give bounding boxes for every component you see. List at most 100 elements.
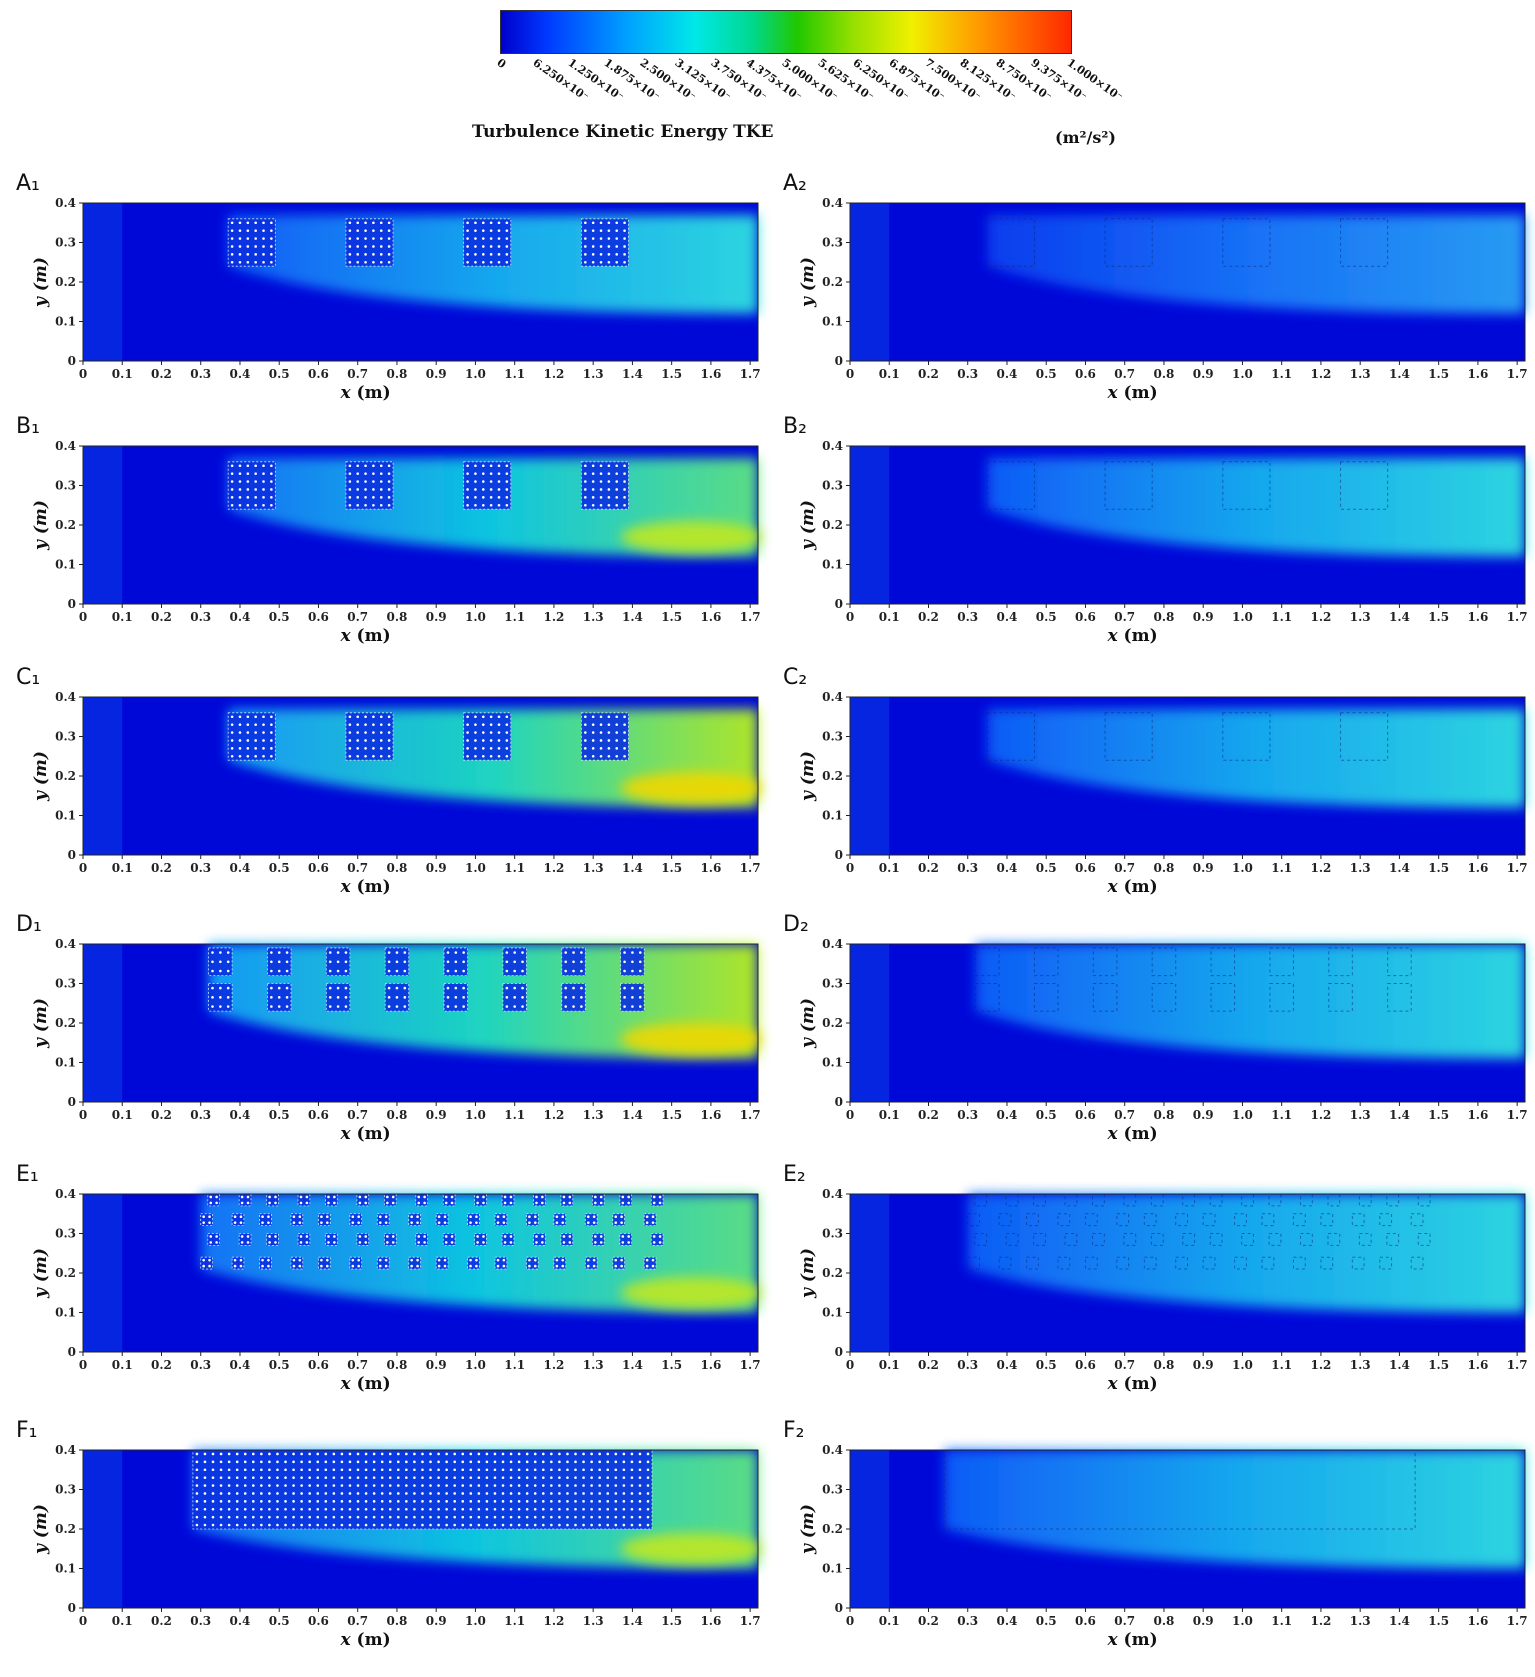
stem-marker — [615, 739, 619, 742]
stem-marker — [333, 1195, 336, 1199]
stem-marker — [276, 1507, 279, 1511]
stem-marker — [574, 1492, 577, 1495]
stem-marker — [356, 754, 360, 758]
stem-marker — [631, 996, 634, 999]
stem-marker — [505, 739, 509, 742]
stem-marker — [566, 1515, 569, 1519]
stem-marker — [230, 253, 234, 256]
stem-marker — [260, 1507, 263, 1511]
stem-marker — [208, 1215, 211, 1219]
stem-marker — [276, 1500, 279, 1503]
stem-marker — [219, 996, 222, 999]
stem-marker — [348, 221, 352, 225]
stem-marker — [582, 1484, 585, 1487]
stem-marker — [251, 1523, 255, 1527]
stem-marker — [591, 754, 595, 758]
stem-marker — [489, 496, 493, 499]
stem-marker — [325, 1258, 329, 1262]
stem-marker — [630, 1507, 634, 1511]
stem-marker — [646, 1515, 650, 1519]
panel-label: E₁ — [16, 1162, 39, 1187]
stem-marker — [292, 1460, 295, 1464]
stem-marker — [267, 1258, 270, 1262]
stem-marker — [364, 1476, 368, 1479]
stem-marker — [599, 1241, 603, 1244]
stem-marker — [607, 754, 611, 758]
y-tick-label: 0.4 — [822, 937, 843, 951]
stem-marker — [475, 1264, 478, 1268]
y-tick-label: 0.4 — [822, 439, 843, 453]
stem-marker — [574, 1484, 577, 1487]
stem-marker — [364, 229, 367, 232]
x-tick-label: 1.4 — [622, 1358, 643, 1372]
stem-marker — [260, 1515, 263, 1519]
stem-marker — [240, 1235, 244, 1238]
stem-marker — [348, 1507, 352, 1511]
stem-marker — [489, 260, 493, 264]
x-tick-label: 1.3 — [583, 367, 604, 381]
x-tick-label: 1.5 — [1428, 1358, 1449, 1372]
stem-marker — [586, 1215, 590, 1219]
stem-marker — [364, 472, 367, 475]
stem-marker — [505, 731, 509, 734]
stem-marker — [437, 1452, 440, 1456]
stem-marker — [246, 731, 250, 734]
stem-marker — [517, 1500, 521, 1503]
stem-marker — [235, 1500, 239, 1503]
stem-marker — [503, 1235, 507, 1238]
x-axis-label: x (m) — [1108, 1630, 1158, 1650]
x-axis-label: x (m) — [341, 1630, 391, 1650]
stem-marker — [391, 1195, 395, 1199]
stem-marker — [246, 496, 250, 499]
vegetation-patch — [227, 218, 276, 267]
stem-marker — [645, 1215, 649, 1219]
stem-marker — [332, 1468, 336, 1472]
y-tick-label: 0.2 — [822, 518, 843, 532]
x-axis-unit: (m) — [1117, 1630, 1158, 1650]
stem-marker — [305, 1201, 309, 1205]
stem-marker — [305, 1235, 309, 1238]
vegetation-patch — [1033, 947, 1059, 977]
stem-marker — [461, 1515, 465, 1519]
x-axis-label: x (m) — [1108, 1124, 1158, 1144]
stem-marker — [497, 715, 501, 719]
x-tick-label: 0.1 — [112, 367, 133, 381]
stem-marker — [348, 237, 352, 240]
stem-marker — [558, 1452, 561, 1456]
stem-marker — [474, 715, 477, 719]
vegetation-patch — [1092, 947, 1118, 977]
stem-marker — [541, 1484, 545, 1487]
stem-marker — [477, 1492, 481, 1495]
stem-marker — [599, 245, 603, 248]
stem-marker — [598, 1460, 601, 1464]
stem-marker — [582, 1460, 585, 1464]
stem-marker — [238, 245, 242, 248]
x-axis-label: x (m) — [341, 1374, 391, 1394]
stem-marker — [274, 1241, 277, 1244]
stem-marker — [469, 1515, 473, 1519]
stem-marker — [453, 1492, 456, 1495]
stem-marker — [568, 1241, 572, 1244]
stem-marker — [387, 488, 391, 491]
stem-marker — [324, 1468, 328, 1472]
stem-marker — [203, 1500, 207, 1503]
stem-marker — [591, 472, 595, 475]
stem-marker — [462, 1005, 465, 1008]
stem-marker — [429, 1476, 432, 1479]
stem-marker — [591, 496, 595, 499]
stem-marker — [246, 237, 250, 240]
panel-label: A₁ — [16, 171, 40, 196]
stem-marker — [239, 1264, 243, 1268]
stem-marker — [284, 1468, 287, 1472]
x-tick-label: 0.9 — [1193, 367, 1214, 381]
stem-marker — [300, 1492, 303, 1495]
stem-marker — [533, 1507, 537, 1511]
y-tick-label: 0 — [68, 1095, 76, 1109]
stem-marker — [614, 1468, 618, 1472]
vegetation-patch — [227, 461, 276, 510]
x-tick-label: 1.7 — [1507, 610, 1528, 624]
x-tick-label: 0.6 — [308, 1614, 329, 1628]
stem-marker — [380, 1500, 384, 1503]
stem-marker — [195, 1452, 199, 1456]
stem-marker — [528, 1258, 531, 1262]
